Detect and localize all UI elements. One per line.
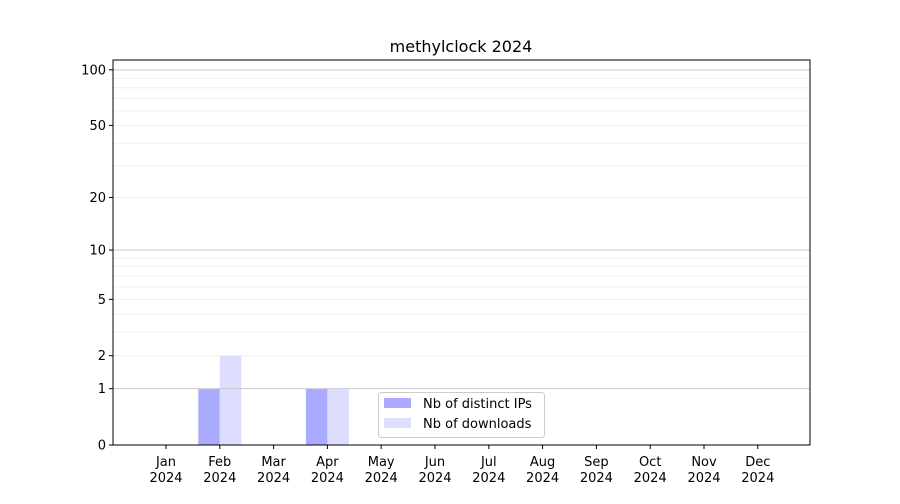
x-tick-label: 2024 bbox=[418, 471, 451, 486]
x-tick-label: Jun bbox=[424, 455, 445, 470]
chart-title: methylclock 2024 bbox=[390, 37, 533, 56]
y-tick-label: 10 bbox=[89, 244, 106, 259]
plot-frame bbox=[112, 59, 811, 446]
legend: Nb of distinct IPs Nb of downloads bbox=[378, 392, 545, 438]
bars bbox=[198, 355, 349, 445]
y-tick-label: 20 bbox=[89, 191, 106, 206]
y-tick-label: 100 bbox=[81, 63, 106, 78]
grid bbox=[113, 77, 810, 357]
legend-label: Nb of distinct IPs bbox=[423, 397, 532, 412]
x-tick-label: Jan bbox=[155, 455, 176, 470]
legend-box bbox=[378, 392, 545, 438]
x-tick-label: Aug bbox=[530, 455, 555, 470]
x-tick-label: 2024 bbox=[472, 471, 505, 486]
legend-label: Nb of downloads bbox=[423, 417, 532, 432]
bar-nb-of-downloads bbox=[219, 355, 242, 445]
x-tick-label: May bbox=[368, 455, 395, 470]
x-tick-label: 2024 bbox=[149, 471, 182, 486]
x-tick-label: 2024 bbox=[741, 471, 774, 486]
x-tick-label: 2024 bbox=[365, 471, 398, 486]
y-tick-label: 0 bbox=[98, 439, 106, 454]
y-tick-label: 2 bbox=[98, 349, 106, 364]
x-tick-label: 2024 bbox=[687, 471, 720, 486]
x-tick-label: Oct bbox=[639, 455, 661, 470]
x-tick-label: 2024 bbox=[526, 471, 559, 486]
bar-nb-of-distinct-ips bbox=[305, 388, 328, 445]
y-tick-label: 50 bbox=[89, 119, 106, 134]
bar-nb-of-downloads bbox=[327, 388, 349, 445]
x-tick-label: 2024 bbox=[257, 471, 290, 486]
axes: 0125102050100Jan2024Feb2024Mar2024Apr202… bbox=[81, 59, 811, 486]
legend-swatch bbox=[384, 398, 411, 408]
x-tick-label: Mar bbox=[261, 455, 286, 470]
x-tick-label: Sep bbox=[584, 455, 609, 470]
x-tick-label: Jul bbox=[480, 455, 497, 470]
x-tick-label: Nov bbox=[691, 455, 717, 470]
x-tick-label: Dec bbox=[745, 455, 770, 470]
x-tick-label: 2024 bbox=[311, 471, 344, 486]
legend-swatch bbox=[384, 418, 411, 428]
y-tick-label: 5 bbox=[98, 293, 106, 308]
x-tick-label: 2024 bbox=[634, 471, 667, 486]
x-tick-label: Apr bbox=[316, 455, 339, 470]
x-tick-label: 2024 bbox=[203, 471, 236, 486]
x-tick-label: Feb bbox=[208, 455, 231, 470]
x-tick-label: 2024 bbox=[580, 471, 613, 486]
bar-nb-of-distinct-ips bbox=[198, 388, 220, 445]
y-tick-label: 1 bbox=[98, 382, 106, 397]
